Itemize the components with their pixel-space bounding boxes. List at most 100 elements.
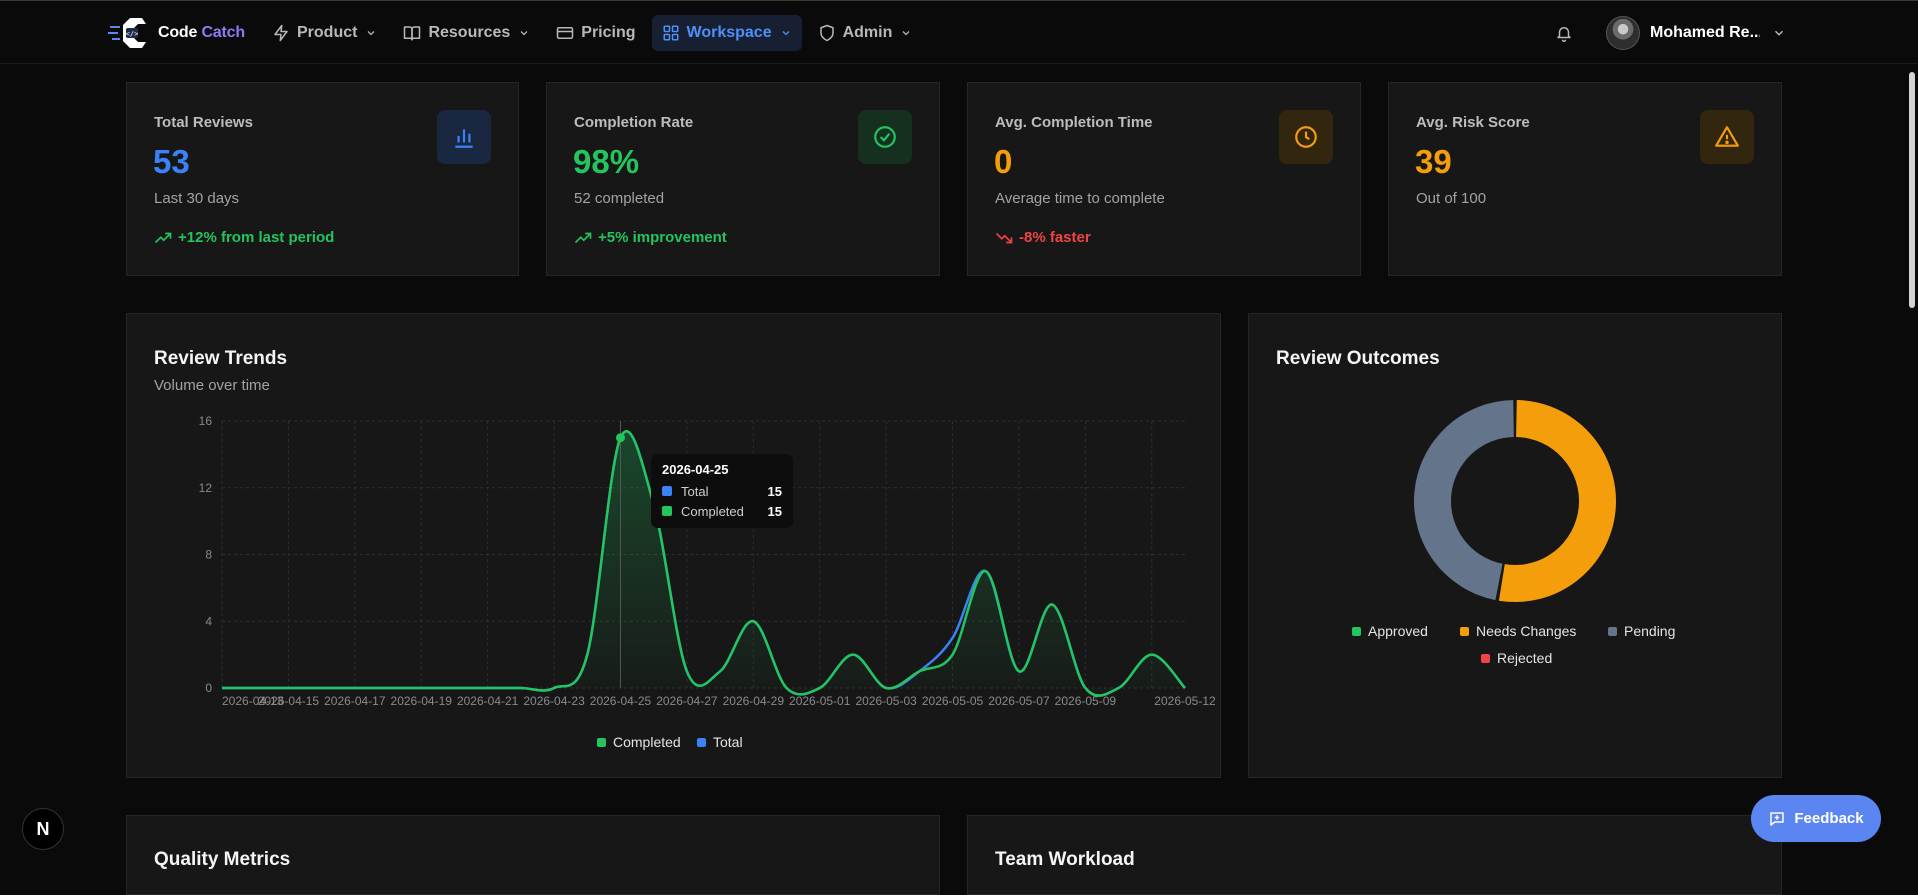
nav-pricing-label: Pricing [581, 24, 636, 41]
trending-down-icon [995, 232, 1013, 243]
donut-slice-pending [1414, 400, 1514, 601]
legend-label-approved: Approved [1368, 623, 1428, 639]
page-scrollbar[interactable] [1906, 66, 1918, 865]
stat-value: 0 [994, 143, 1013, 180]
legend-rejected[interactable]: Rejected [1481, 650, 1552, 666]
clock-icon [1295, 126, 1317, 148]
svg-text:</>: </> [126, 30, 139, 38]
stat-subtext: Out of 100 [1416, 190, 1487, 207]
nav-product-label: Product [297, 24, 358, 41]
trending-up-icon [574, 232, 592, 243]
warning-icon [1715, 126, 1739, 147]
nav-admin-label: Admin [842, 24, 893, 41]
stat-icon-box [437, 110, 491, 164]
legend-label-pending: Pending [1624, 623, 1676, 639]
nav-product[interactable]: Product [262, 15, 387, 51]
stat-card-completion-rate: Completion Rate 98% 52 completed +5% imp… [546, 82, 940, 276]
card-title: Quality Metrics [154, 849, 291, 870]
book-icon [404, 26, 421, 41]
review-outcomes-donut[interactable] [1405, 391, 1625, 611]
feedback-button[interactable]: Feedback [1751, 795, 1881, 842]
legend-pending[interactable]: Pending [1608, 623, 1675, 639]
legend-completed[interactable]: Completed [597, 734, 681, 750]
review-outcomes-card: Review Outcomes [1248, 313, 1782, 778]
stat-card-total-reviews: Total Reviews 53 Last 30 days +12% from … [126, 82, 519, 276]
tooltip-swatch-completed [662, 506, 672, 516]
legend-swatch-total [697, 737, 706, 747]
check-circle-icon [874, 126, 896, 148]
chevron-down-icon [902, 31, 910, 36]
donut-slice-needs-changes [1498, 400, 1617, 602]
logo[interactable]: </> Code Catch [108, 15, 245, 51]
tooltip-value-total: 15 [767, 483, 782, 499]
legend-needs-changes[interactable]: Needs Changes [1460, 623, 1576, 639]
stat-trend: +12% from last period [154, 229, 334, 246]
legend-label-rejected: Rejected [1497, 650, 1553, 666]
stat-value: 53 [153, 143, 190, 180]
card-icon [557, 27, 574, 39]
main-nav: Product Resources Pricing Workspace Admi… [262, 15, 922, 51]
card-title: Review Outcomes [1276, 348, 1440, 369]
nav-workspace-label: Workspace [686, 24, 772, 41]
legend-total[interactable]: Total [697, 734, 743, 750]
logo-text-catch: Catch [201, 24, 245, 41]
stat-trend: -8% faster [995, 229, 1091, 246]
review-trends-card: Review Trends Volume over time [126, 313, 1221, 778]
nav-admin[interactable]: Admin [808, 15, 923, 51]
user-name: Mohamed Re... [1650, 24, 1760, 41]
chevron-down-icon [782, 31, 790, 36]
tooltip-value-completed: 15 [767, 503, 782, 519]
next-badge-label: N [36, 818, 50, 839]
bar-chart-icon [455, 129, 473, 148]
feedback-label: Feedback [1794, 810, 1864, 827]
tooltip-label-total: Total [681, 483, 709, 499]
stat-value: 39 [1415, 143, 1452, 180]
nav-resources-label: Resources [428, 24, 511, 41]
bolt-icon [274, 24, 288, 42]
tooltip-row-total: Total 15 [662, 481, 782, 501]
legend-label-needs-changes: Needs Changes [1476, 623, 1577, 639]
quality-metrics-card: Quality Metrics [126, 815, 940, 895]
scrollbar-thumb[interactable] [1909, 72, 1915, 308]
stat-label: Avg. Risk Score [1416, 114, 1530, 131]
tooltip-row-completed: Completed 15 [662, 501, 782, 521]
stat-trend-text: +12% from last period [178, 229, 335, 246]
stat-trend-text: -8% faster [1019, 229, 1091, 246]
logo-icon: </> [108, 15, 152, 51]
legend-swatch-pending [1608, 626, 1617, 636]
legend-label-total: Total [713, 734, 743, 750]
shield-icon [819, 24, 834, 42]
legend-swatch-needs-changes [1460, 626, 1469, 636]
top-navbar: </> Code Catch Product Resources Pricing… [0, 0, 1918, 64]
stat-trend: +5% improvement [574, 229, 727, 246]
stat-card-avg-risk-score: Avg. Risk Score 39 Out of 100 [1388, 82, 1782, 276]
stat-subtext: Last 30 days [154, 190, 240, 207]
tooltip-swatch-total [662, 486, 672, 496]
nav-resources[interactable]: Resources [393, 15, 540, 51]
bell-icon [1557, 27, 1571, 42]
stat-icon-box [1279, 110, 1333, 164]
stat-subtext: Average time to complete [995, 190, 1165, 207]
card-subtitle: Volume over time [154, 377, 270, 394]
legend-label-completed: Completed [613, 734, 681, 750]
notifications-button[interactable] [1552, 21, 1576, 45]
stat-card-avg-completion-time: Avg. Completion Time 0 Average time to c… [967, 82, 1361, 276]
next-dev-indicator[interactable]: N [22, 808, 64, 850]
legend-swatch-approved [1352, 626, 1361, 636]
legend-approved[interactable]: Approved [1352, 623, 1428, 639]
chevron-down-icon [368, 31, 375, 36]
chevron-down-icon [520, 31, 528, 36]
card-title: Review Trends [154, 348, 288, 369]
stat-label: Total Reviews [154, 114, 253, 131]
grid-icon [663, 25, 679, 41]
stat-value: 98% [573, 143, 640, 180]
stat-label: Completion Rate [574, 114, 694, 131]
stat-icon-box [858, 110, 912, 164]
nav-pricing[interactable]: Pricing [546, 15, 645, 51]
user-menu[interactable]: Mohamed Re... [1606, 15, 1786, 51]
nav-workspace[interactable]: Workspace [651, 15, 802, 51]
chart-tooltip: 2026-04-25 Total 15 Completed 15 [651, 454, 793, 528]
legend-swatch-rejected [1481, 653, 1490, 663]
logo-text-code: Code [158, 24, 198, 41]
stat-subtext: 52 completed [574, 190, 665, 207]
